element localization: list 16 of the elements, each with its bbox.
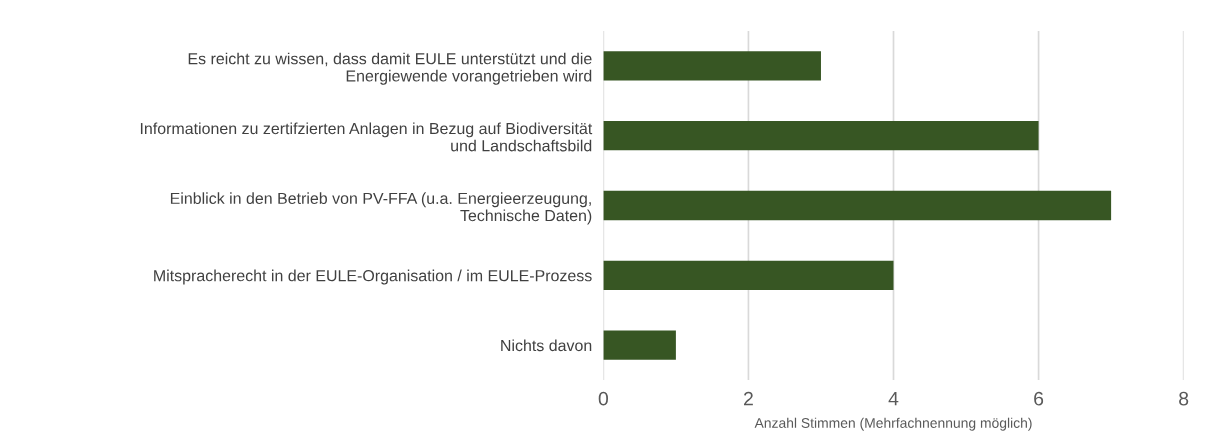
y-tick-label: Nichts davon <box>501 339 592 352</box>
x-tick-label: 2 <box>744 391 753 406</box>
y-tick-label: Es reicht zu wissen, dass damit EULE unterstützt und die Energiewende vorangetrieben wird <box>188 52 592 85</box>
y-tick-label: Mitspracherecht in der EULE-Organisation / im EULE-Prozess <box>154 269 592 285</box>
bar <box>603 260 894 291</box>
bar <box>603 330 676 360</box>
x-tick-label: 0 <box>598 391 608 406</box>
y-tick-label: Informationen zu zertifzierten Anlagen in Bezug auf Biodiversität und Landschaftsbild <box>140 122 593 152</box>
x-axis-title: Anzahl Stimmen (Mehrfachnennung möglich) <box>754 417 1032 431</box>
y-tick-label: Einblick in den Betrieb von PV-FFA (u.a. Energieerzeugung, Technische Daten) <box>170 192 592 225</box>
x-tick-label: 8 <box>1179 391 1189 406</box>
bar <box>603 51 821 81</box>
x-tick-label: 6 <box>1034 391 1044 406</box>
bar <box>603 121 1039 151</box>
x-tick-label: 4 <box>888 391 899 406</box>
bar <box>603 190 1112 221</box>
